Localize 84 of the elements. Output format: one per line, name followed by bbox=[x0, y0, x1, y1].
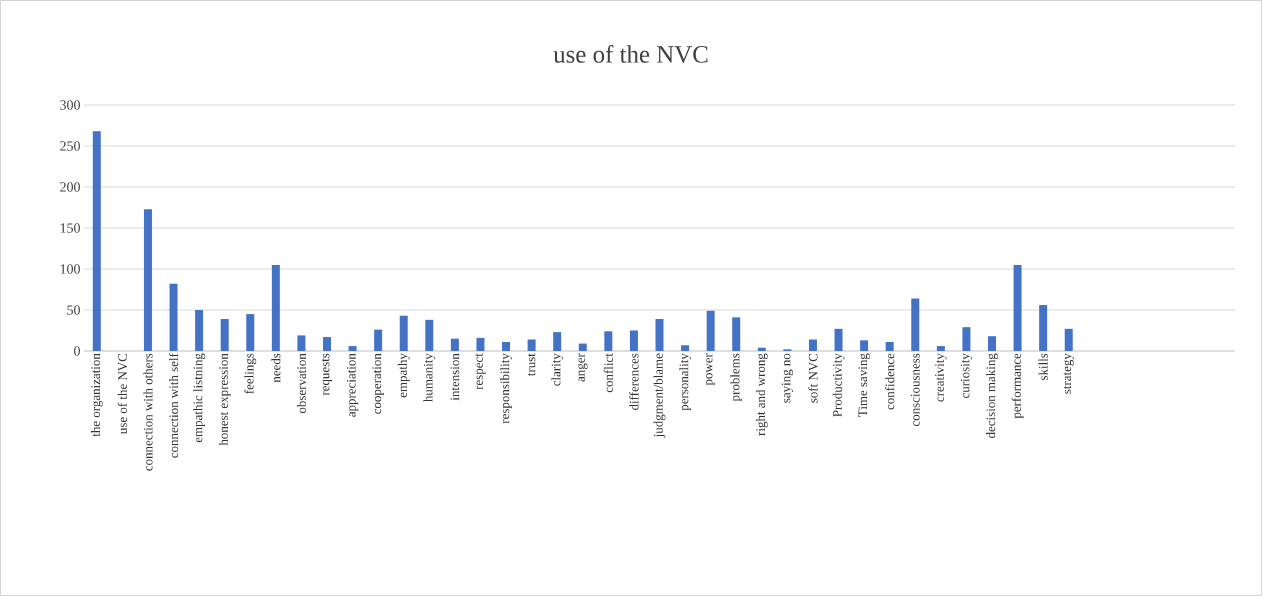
bar bbox=[604, 331, 613, 351]
x-tick-label: decision making bbox=[986, 353, 998, 438]
bar bbox=[450, 338, 459, 351]
x-tick-label: personality bbox=[679, 353, 691, 411]
x-tick-label: connection with self bbox=[168, 353, 179, 458]
bar bbox=[374, 329, 383, 351]
x-tick-label: skills bbox=[1038, 353, 1048, 380]
bar bbox=[322, 337, 331, 351]
bar bbox=[502, 341, 511, 351]
x-tick-label: humanity bbox=[423, 353, 436, 402]
bar bbox=[885, 341, 894, 351]
bar bbox=[808, 339, 817, 351]
x-tick-label: saying no bbox=[781, 353, 794, 403]
x-tick-label: conflict bbox=[603, 353, 613, 393]
bar bbox=[1013, 264, 1022, 351]
x-tick-label: Productivity bbox=[832, 353, 845, 417]
bar bbox=[527, 339, 536, 351]
y-tick-label: 300 bbox=[60, 100, 80, 110]
y-tick-label: 150 bbox=[60, 223, 80, 233]
bar bbox=[988, 336, 996, 351]
x-tick-label: right and wrong bbox=[755, 353, 768, 436]
x-tick-label: appreciation bbox=[346, 353, 359, 417]
y-tick-label: 50 bbox=[67, 305, 80, 315]
bar bbox=[271, 264, 280, 351]
bar bbox=[1039, 305, 1048, 351]
bar bbox=[297, 335, 306, 351]
bar bbox=[655, 319, 664, 351]
x-tick-label: curiosity bbox=[960, 353, 973, 399]
chart-title: use of the NVC bbox=[553, 45, 708, 63]
x-tick-label: differences bbox=[629, 353, 639, 410]
x-tick-label: needs bbox=[271, 353, 281, 383]
x-tick-label: soft NVC bbox=[808, 353, 818, 403]
bar bbox=[195, 309, 204, 351]
x-tick-label: connection with others bbox=[143, 353, 153, 471]
bar bbox=[246, 314, 255, 351]
bar bbox=[629, 330, 638, 351]
x-tick-label: power bbox=[706, 353, 716, 386]
x-tick-label: problems bbox=[730, 353, 743, 402]
x-tick-label: confidence bbox=[885, 353, 895, 410]
bar bbox=[911, 298, 920, 351]
y-tick-label: 200 bbox=[60, 182, 80, 192]
bar bbox=[476, 337, 485, 351]
bar bbox=[936, 346, 945, 351]
y-tick-label: 250 bbox=[60, 141, 80, 151]
bar bbox=[578, 343, 587, 351]
x-tick-label: empathic listning bbox=[193, 353, 205, 443]
x-tick-label: performance bbox=[1011, 353, 1024, 419]
x-tick-label: judgment/blame bbox=[653, 353, 666, 438]
bar bbox=[860, 340, 869, 351]
bar bbox=[399, 315, 408, 351]
x-tick-label: responsibility bbox=[500, 353, 512, 424]
x-tick-label: creativity bbox=[935, 353, 947, 402]
x-tick-label: use of the NVC bbox=[117, 353, 128, 434]
bar bbox=[706, 310, 715, 351]
x-tick-label: consciousness bbox=[910, 353, 920, 427]
bar bbox=[834, 328, 843, 351]
x-tick-label: anger bbox=[578, 353, 588, 382]
x-tick-label: clarity bbox=[551, 353, 564, 386]
bar bbox=[143, 209, 152, 351]
bar bbox=[425, 319, 434, 351]
x-tick-label: intension bbox=[450, 353, 460, 401]
bar bbox=[757, 347, 766, 351]
bar bbox=[169, 283, 178, 351]
x-tick-label: honest expression bbox=[218, 353, 231, 446]
x-tick-label: empathy bbox=[397, 353, 410, 398]
bar bbox=[962, 327, 971, 351]
x-tick-label: respect bbox=[475, 353, 486, 390]
x-tick-label: strategy bbox=[1063, 353, 1074, 394]
bar bbox=[220, 319, 229, 351]
bar bbox=[348, 346, 357, 351]
bar bbox=[732, 317, 741, 351]
bar bbox=[92, 131, 101, 351]
y-tick-label: 0 bbox=[74, 346, 80, 356]
x-tick-label: observation bbox=[296, 353, 306, 414]
x-tick-label: Time saving bbox=[858, 353, 870, 417]
bar bbox=[553, 332, 562, 351]
x-tick-label: the organization bbox=[90, 353, 103, 437]
bar bbox=[681, 345, 690, 351]
y-tick-label: 100 bbox=[60, 264, 80, 274]
x-tick-label: cooperation bbox=[372, 353, 384, 414]
x-tick-label: trust bbox=[527, 353, 536, 377]
x-tick-label: feelings bbox=[244, 353, 257, 394]
bar bbox=[1064, 328, 1073, 351]
x-tick-label: requests bbox=[321, 353, 333, 396]
